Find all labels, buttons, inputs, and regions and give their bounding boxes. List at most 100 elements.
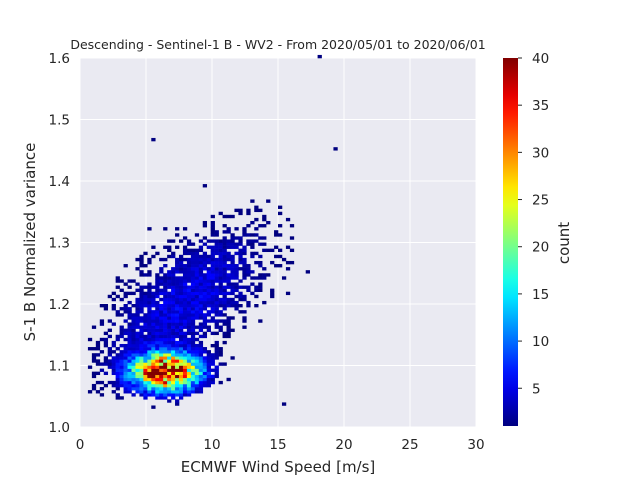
heatmap-cell <box>218 319 223 323</box>
heatmap-cell <box>143 362 148 366</box>
heatmap-cell <box>111 304 116 308</box>
heatmap-cell <box>246 211 251 216</box>
heatmap-cell <box>238 239 243 243</box>
heatmap-cell <box>218 276 223 280</box>
heatmap-cell <box>246 300 251 305</box>
heatmap-cell <box>139 365 144 369</box>
heatmap-cell <box>182 334 188 339</box>
heatmap-cell <box>143 353 148 357</box>
y-tick-label: 1.4 <box>49 174 70 190</box>
heatmap-cell <box>159 282 164 286</box>
heatmap-cell <box>147 319 152 323</box>
heatmap-cell <box>115 337 120 342</box>
heatmap-cell <box>167 343 172 348</box>
heatmap-cell <box>202 313 208 317</box>
heatmap-cell <box>262 273 267 277</box>
heatmap-cell <box>190 322 196 326</box>
heatmap-cell <box>202 254 208 259</box>
heatmap-cell <box>95 362 101 366</box>
heatmap-cell <box>175 294 180 299</box>
heatmap-cell <box>91 374 97 379</box>
heatmap-cell <box>250 220 255 225</box>
heatmap-cell <box>103 383 109 388</box>
heatmap-cell <box>167 276 172 280</box>
heatmap-cell <box>234 282 239 286</box>
heatmap-cell <box>143 328 148 332</box>
heatmap-cell <box>190 260 196 265</box>
heatmap-cell <box>179 359 184 363</box>
heatmap-cell <box>107 328 112 332</box>
heatmap-cell <box>155 273 160 277</box>
heatmap-cell <box>194 285 200 289</box>
heatmap-cell <box>175 390 180 394</box>
heatmap-cell <box>198 350 204 354</box>
heatmap-cell <box>123 374 128 379</box>
heatmap-cell <box>206 310 211 314</box>
heatmap-cell <box>135 310 140 314</box>
heatmap-cell <box>198 245 204 249</box>
heatmap-cell <box>155 365 160 369</box>
heatmap-cell <box>135 390 140 394</box>
heatmap-cell <box>159 310 164 314</box>
heatmap-cell <box>210 307 215 311</box>
heatmap-cell <box>163 368 168 372</box>
heatmap-cell <box>238 254 243 259</box>
heatmap-cell <box>171 374 176 379</box>
heatmap-cell <box>127 322 132 326</box>
heatmap-cell <box>186 340 192 345</box>
heatmap-cell <box>190 279 196 283</box>
heatmap-cell <box>163 340 168 345</box>
heatmap-cell <box>214 245 219 249</box>
heatmap-cell <box>222 260 227 265</box>
heatmap-cell <box>238 251 243 256</box>
heatmap-cell <box>218 328 223 332</box>
heatmap-cell <box>182 343 188 348</box>
heatmap-cell <box>194 343 200 348</box>
heatmap-cell <box>202 365 208 369</box>
heatmap-cell <box>226 242 231 246</box>
heatmap-cell <box>151 294 156 299</box>
heatmap-cell <box>103 362 109 366</box>
heatmap-cell <box>230 242 235 246</box>
heatmap-cell <box>218 297 223 302</box>
heatmap-cell <box>285 245 291 249</box>
heatmap-cell <box>147 325 152 329</box>
heatmap-cell <box>194 282 200 286</box>
heatmap-cell <box>139 380 144 385</box>
heatmap-cell <box>206 285 211 289</box>
heatmap-cell <box>131 337 136 342</box>
heatmap-cell <box>194 362 200 366</box>
heatmap-cell <box>214 242 219 246</box>
heatmap-cell <box>198 264 204 268</box>
heatmap-cell <box>155 307 160 311</box>
heatmap-cell <box>147 383 152 388</box>
heatmap-cell <box>171 347 176 351</box>
heatmap-cell <box>127 377 132 382</box>
heatmap-cell <box>234 227 239 231</box>
heatmap-cell <box>270 291 275 296</box>
heatmap-cell <box>115 279 120 283</box>
heatmap-cell <box>171 337 176 342</box>
heatmap-cell <box>171 387 176 391</box>
heatmap-cell <box>175 350 180 354</box>
heatmap-cell <box>147 359 152 363</box>
y-axis-ticks: 1.0 1.1 1.2 1.3 1.4 1.5 1.6 <box>49 51 70 436</box>
heatmap-cell <box>230 273 235 277</box>
heatmap-cell <box>167 319 172 323</box>
heatmap-cell <box>278 248 283 253</box>
x-tick-label: 10 <box>203 437 220 453</box>
heatmap-cell <box>214 368 219 372</box>
heatmap-cell <box>163 353 168 357</box>
heatmap-cell <box>155 356 160 360</box>
y-tick-label: 1.5 <box>49 113 70 129</box>
heatmap-cell <box>139 304 144 308</box>
heatmap-cell <box>139 359 144 363</box>
heatmap-cell <box>159 340 164 345</box>
heatmap-cell <box>198 380 204 385</box>
heatmap-cell <box>190 248 196 253</box>
heatmap-cell <box>186 337 192 342</box>
heatmap-cell <box>171 322 176 326</box>
heatmap-cell <box>182 390 188 394</box>
heatmap-cell <box>210 248 215 253</box>
heatmap-cell <box>175 368 180 372</box>
